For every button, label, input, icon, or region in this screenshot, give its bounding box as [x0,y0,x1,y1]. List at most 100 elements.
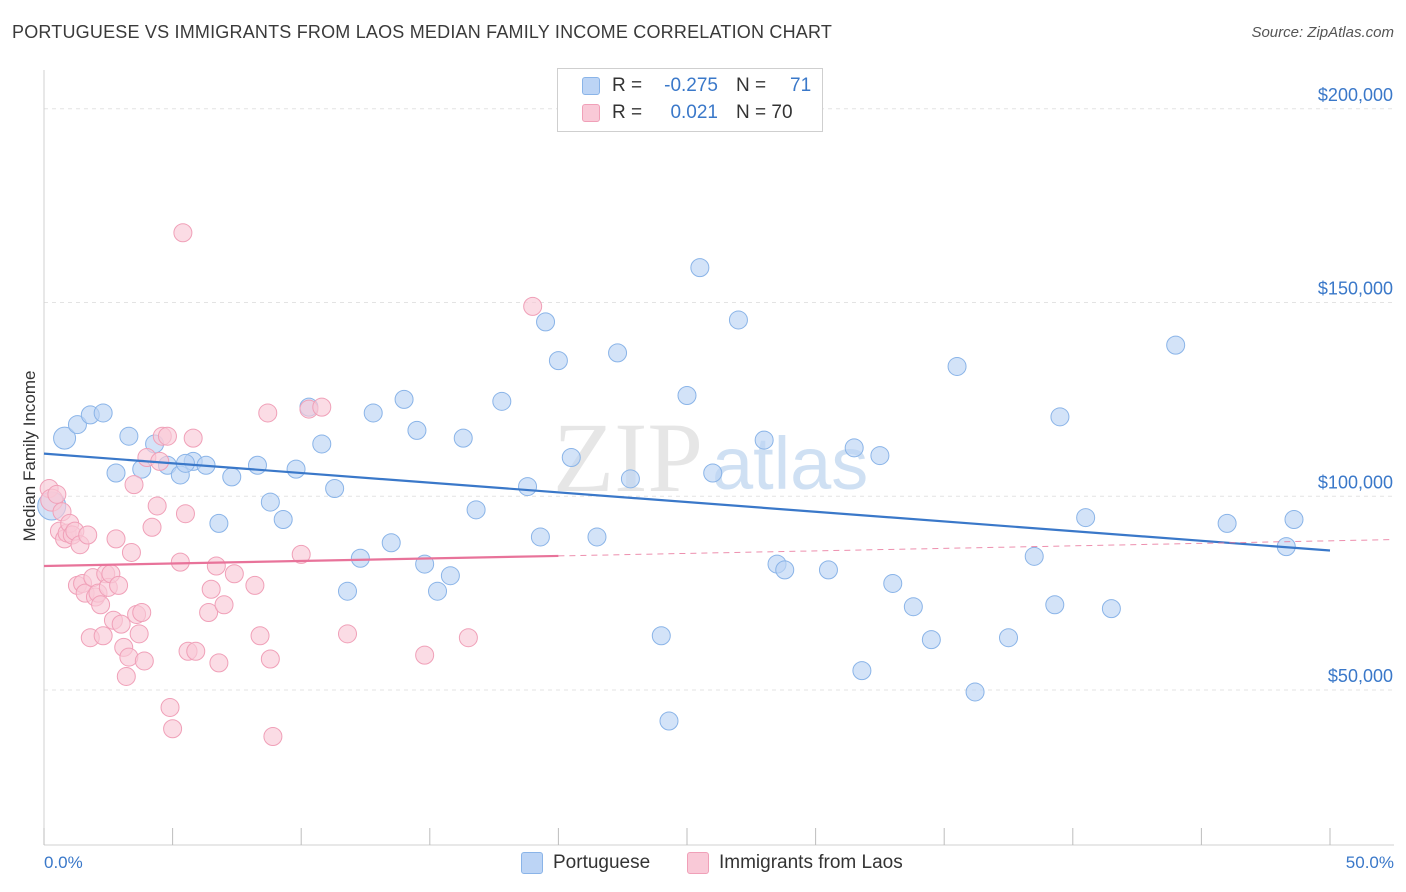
data-point [728,310,748,330]
data-point [119,426,139,446]
chart-title: PORTUGUESE VS IMMIGRANTS FROM LAOS MEDIA… [12,22,833,42]
data-point [124,475,144,495]
data-point [258,403,278,423]
data-point [703,463,723,483]
data-point [337,624,357,644]
data-point [530,527,550,547]
data-point [106,529,126,549]
data-point [160,697,180,717]
legend-r-value: 0.021 [670,102,718,123]
data-point [214,595,234,615]
data-point [93,403,113,423]
data-point [245,575,265,595]
data-point [548,351,568,371]
data-point [415,645,435,665]
data-point [458,628,478,648]
data-point [818,560,838,580]
watermark-atlas: atlas [712,422,868,505]
axes [43,70,1394,846]
series-laos-points [39,223,543,746]
data-point [536,312,556,332]
data-point [222,467,242,487]
data-point [291,544,311,564]
legend-n-label: N = 70 [736,102,793,123]
data-point [116,666,136,686]
trend-line-extension [558,539,1395,557]
data-point [587,527,607,547]
data-point [78,525,98,545]
data-point [492,391,512,411]
legend-row-portuguese: R = -0.275 N = 71 [582,73,811,99]
legend-n-label: N = [736,75,767,96]
series-legend: Portuguese Immigrants from Laos [0,852,1406,876]
legend-swatch-portuguese [521,852,543,874]
y-tick-label: $50,000 [1328,666,1393,686]
data-point [201,579,221,599]
data-point [440,566,460,586]
y-tick-label: $150,000 [1318,279,1393,299]
data-point [1076,508,1096,528]
data-point [561,448,581,467]
trend-line [43,452,1331,552]
data-point [129,624,149,644]
chart-source: Source: ZipAtlas.com [1251,24,1394,41]
data-point [1101,599,1121,619]
data-point [677,386,697,405]
y-tick-labels: $50,000 $100,000 $150,000 $200,000 [1318,85,1393,686]
data-point [132,603,152,622]
data-point [453,428,473,448]
data-point [407,420,427,440]
legend-r-value: -0.275 [664,75,718,96]
data-point [224,564,244,584]
data-point [466,500,486,520]
data-point [844,438,864,458]
data-point [142,517,162,537]
data-point [173,223,193,243]
data-point [209,653,229,673]
legend-n-value: 71 [790,75,812,96]
legend-row-laos: R = 0.021 N = 70 [582,100,793,126]
legend-swatch-laos [687,852,709,874]
legend-r-label: R = [612,75,643,96]
legend-r-label: R = [612,102,643,123]
legend-swatch-portuguese [582,77,600,95]
data-point [903,597,923,617]
data-point [965,682,985,702]
data-point [518,477,538,497]
data-point [312,397,332,417]
data-point [1166,335,1186,355]
grid-lines [44,108,1394,691]
data-point [350,548,370,568]
data-point [260,492,280,512]
x-tick-label-min: 0.0% [44,853,83,872]
data-point [394,389,414,409]
data-point [157,426,177,446]
data-point [999,628,1018,648]
data-point [109,575,129,595]
data-point [67,415,87,435]
legend-item-portuguese: Portuguese [521,852,650,874]
data-point [47,484,67,504]
data-point [754,430,774,450]
data-point [870,446,890,466]
data-point [1024,546,1044,566]
trend-line [43,554,559,568]
data-point [852,661,872,681]
data-point [325,479,345,498]
data-point [947,356,967,376]
data-point [1050,407,1070,427]
data-point [523,296,543,316]
data-point [183,428,203,448]
data-point [273,510,293,529]
x-tick-label-max: 50.0% [1346,853,1394,872]
correlation-legend: R = -0.275 N = 71 R = 0.021 N = 70 [557,68,823,132]
data-point [209,513,229,533]
data-point [620,469,640,489]
data-point [250,626,270,646]
data-point [651,626,671,646]
legend-label-laos: Immigrants from Laos [719,852,903,873]
data-point [312,434,332,454]
data-point [690,258,710,278]
legend-label-portuguese: Portuguese [553,852,651,873]
